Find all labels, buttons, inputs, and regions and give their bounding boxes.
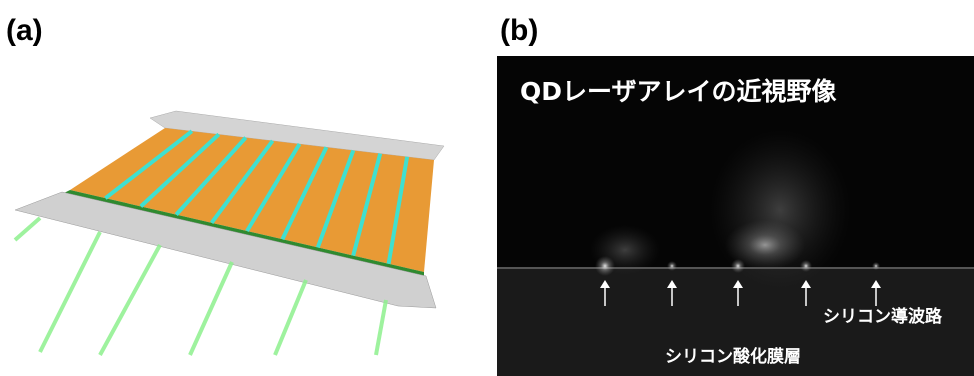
annotation: シリコン導波路 [823, 306, 943, 327]
spot [667, 261, 677, 271]
annotation: シリコン酸化膜層 [665, 346, 801, 367]
beam [275, 280, 306, 355]
beam [190, 262, 232, 355]
near-field-image: QDレーザアレイの近視野像 シリコン導波路 シリコン酸化膜層 [497, 56, 974, 376]
spot [595, 256, 615, 276]
beam [15, 218, 40, 240]
beam [376, 300, 386, 355]
beam [40, 232, 100, 352]
spot [872, 262, 880, 270]
image-title: QDレーザアレイの近視野像 [520, 77, 837, 106]
figure: (a) (b) QDレーザアレイの近視野像 シリコン導波路 シリコン酸化膜層 [0, 0, 974, 376]
laser-array-illustration [15, 111, 444, 355]
beam [100, 245, 160, 355]
panel-label: (a) [6, 14, 43, 47]
panel-label: (b) [500, 14, 538, 47]
spot [731, 259, 745, 273]
spot [800, 260, 812, 272]
